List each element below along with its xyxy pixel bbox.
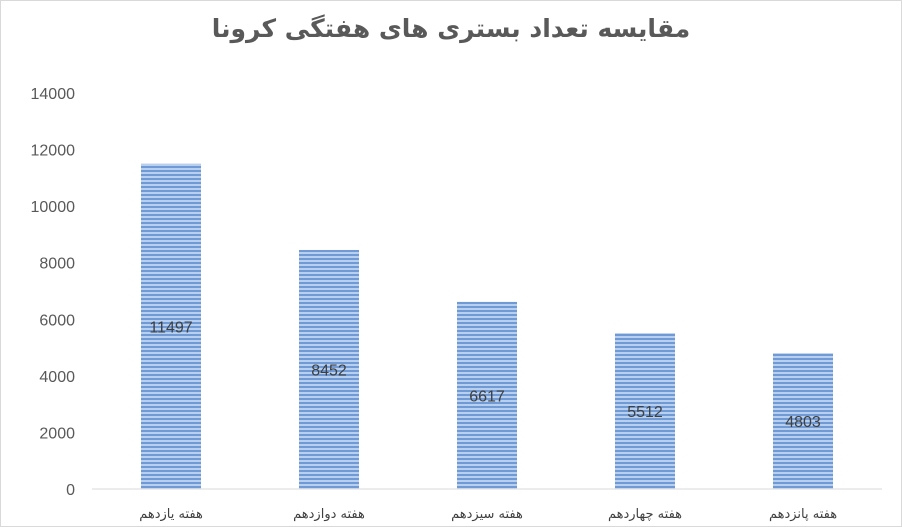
x-tick-label: هفته چهاردهم: [608, 507, 682, 522]
y-tick-label: 4000: [39, 369, 75, 386]
bar: [299, 249, 359, 489]
data-label: 5512: [627, 404, 663, 421]
y-tick-label: 2000: [39, 425, 75, 442]
bar: [773, 353, 833, 489]
chart-title: مقایسه تعداد بستری های هفتگی کرونا: [211, 14, 691, 43]
data-label: 4803: [785, 414, 821, 431]
bars: [141, 163, 833, 490]
x-tick-label: هفته دوازدهم: [293, 507, 365, 522]
data-labels: 11497 8452 6617 5512 4803: [149, 319, 821, 431]
x-tick-label: هفته پانزدهم: [769, 507, 837, 522]
data-label: 11497: [149, 319, 192, 336]
y-tick-label: 8000: [39, 256, 75, 273]
x-tick-label: هفته یازدهم: [139, 507, 203, 522]
y-tick-label: 0: [66, 482, 75, 499]
bar: [615, 333, 675, 489]
data-label: 6617: [469, 388, 505, 405]
y-tick-label: 12000: [31, 143, 76, 160]
bar: [141, 163, 201, 490]
y-axis: 0 2000 4000 6000 8000 10000 12000 14000: [31, 86, 76, 499]
x-axis: هفته یازدهم هفته دوازدهم هفته سیزدهم هفته چ…: [139, 507, 837, 522]
y-tick-label: 6000: [39, 312, 75, 329]
data-label: 8452: [311, 362, 347, 379]
x-tick-label: هفته سیزدهم: [451, 507, 523, 522]
y-tick-label: 14000: [31, 86, 76, 103]
y-tick-label: 10000: [31, 199, 76, 216]
bar: [457, 301, 517, 489]
